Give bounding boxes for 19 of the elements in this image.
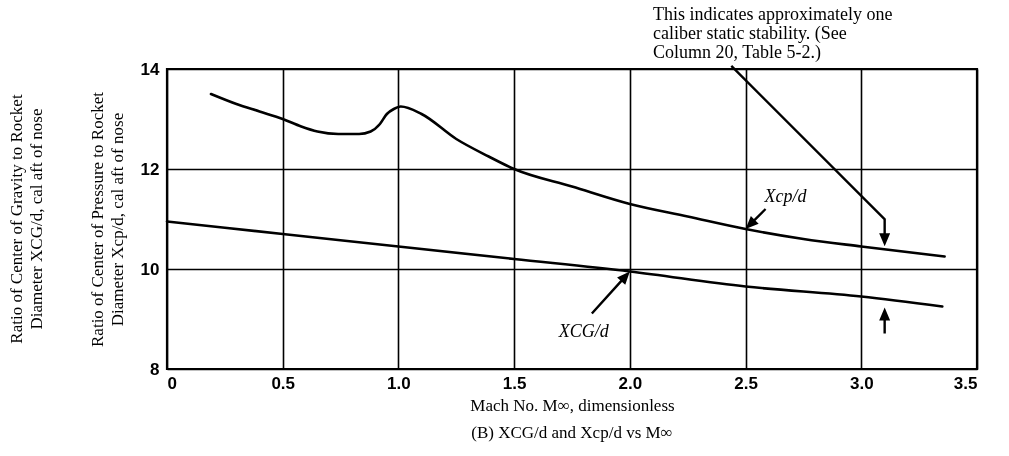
x-tick-label: 2.5 bbox=[734, 373, 758, 393]
y-tick-label: 14 bbox=[140, 59, 161, 79]
legend-label: XCG/d bbox=[557, 320, 610, 341]
x-tick-label: 0 bbox=[167, 373, 177, 393]
y-tick-label: 10 bbox=[140, 259, 160, 279]
x-tick-label: 3.0 bbox=[849, 373, 874, 393]
x-tick-label: 1.0 bbox=[387, 373, 411, 393]
y-tick-label: 12 bbox=[140, 159, 160, 179]
text: Ratio of Center of Gravity to Rocket Diameter XCG/d, cal aft of nose bbox=[7, 94, 46, 344]
x-tick-label: 2.0 bbox=[618, 373, 643, 393]
text: (B) XCG/d and Xcp/d vs M∞ bbox=[471, 423, 673, 442]
y-axis-title: Ratio of Center of Pressure to Rocket Diameter Xcp/d, cal aft of nose bbox=[87, 91, 127, 347]
x-tick-label: 0.5 bbox=[271, 373, 296, 393]
y-tick-label: 8 bbox=[150, 359, 160, 379]
x-tick-label: 3.5 bbox=[953, 373, 978, 393]
x-axis-title: Mach No. M∞, dimensionless bbox=[470, 395, 675, 415]
x-tick-label: 1.5 bbox=[502, 373, 527, 393]
series-label: Xcp/d bbox=[763, 186, 808, 206]
text: This indicates approximately one caliber static stability. (See Column 20, Table 5-2.) bbox=[653, 4, 893, 63]
